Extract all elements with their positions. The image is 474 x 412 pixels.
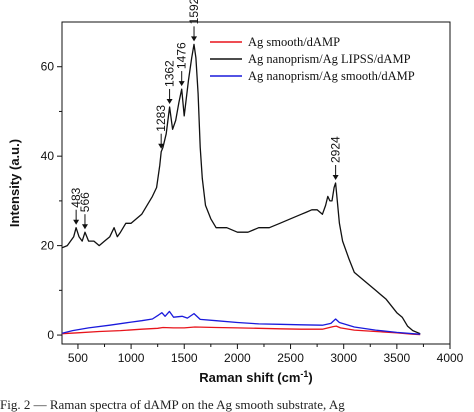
x-tick-label: 3500 xyxy=(383,351,410,365)
peak-label: 1476 xyxy=(175,42,189,69)
x-axis-title: Raman shift (cm-1) xyxy=(199,369,313,385)
peak-arrow-head xyxy=(178,81,185,87)
series-layer xyxy=(62,43,421,336)
x-axis: 500 1000 1500 2000 2500 3000 3500 4000 xyxy=(68,344,464,365)
series-line-3 xyxy=(62,310,421,335)
peak-label: 2924 xyxy=(329,136,343,163)
y-tick-label: 0 xyxy=(47,328,54,342)
plot-frame xyxy=(61,21,451,345)
legend-label-1: Ag smooth/dAMP xyxy=(248,35,340,49)
peak-label: 1362 xyxy=(163,60,177,87)
legend-label-2: Ag nanoprism/Ag LIPSS/dAMP xyxy=(248,52,411,66)
peak-arrow-head xyxy=(158,143,165,149)
y-tick-label: 40 xyxy=(41,149,55,163)
x-tick-label: 3000 xyxy=(330,351,357,365)
legend-label-3: Ag nanoprism/Ag smooth/dAMP xyxy=(248,69,415,83)
x-tick-label: 2000 xyxy=(224,351,251,365)
peak-label: 1592 xyxy=(187,0,201,24)
peak-label: 483 xyxy=(69,187,83,207)
peak-arrow-head xyxy=(332,175,339,180)
peak-label: 1283 xyxy=(154,105,168,132)
y-tick-label: 60 xyxy=(41,60,55,74)
peak-arrow-head xyxy=(191,36,198,42)
legend: Ag smooth/dAMP Ag nanoprism/Ag LIPSS/dAMP… xyxy=(210,35,415,83)
peak-arrow-head xyxy=(73,219,80,225)
x-tick-label: 4000 xyxy=(437,351,464,365)
x-tick-label: 1000 xyxy=(118,351,145,365)
figure-caption: Fig. 2 — Raman spectra of dAMP on the Ag… xyxy=(0,397,345,412)
y-axis-title: Intensity (a.u.) xyxy=(7,139,22,227)
y-tick-label: 20 xyxy=(41,239,55,253)
x-tick-label: 1500 xyxy=(171,351,198,365)
series-line-1 xyxy=(62,325,421,336)
peak-label: 566 xyxy=(78,192,92,212)
x-tick-label: 500 xyxy=(68,351,88,365)
peak-arrow-head xyxy=(166,98,173,104)
x-tick-label: 2500 xyxy=(277,351,304,365)
peak-arrow-head xyxy=(81,224,88,230)
y-axis: 0 20 40 60 xyxy=(41,60,62,342)
series-line-2 xyxy=(62,43,421,335)
